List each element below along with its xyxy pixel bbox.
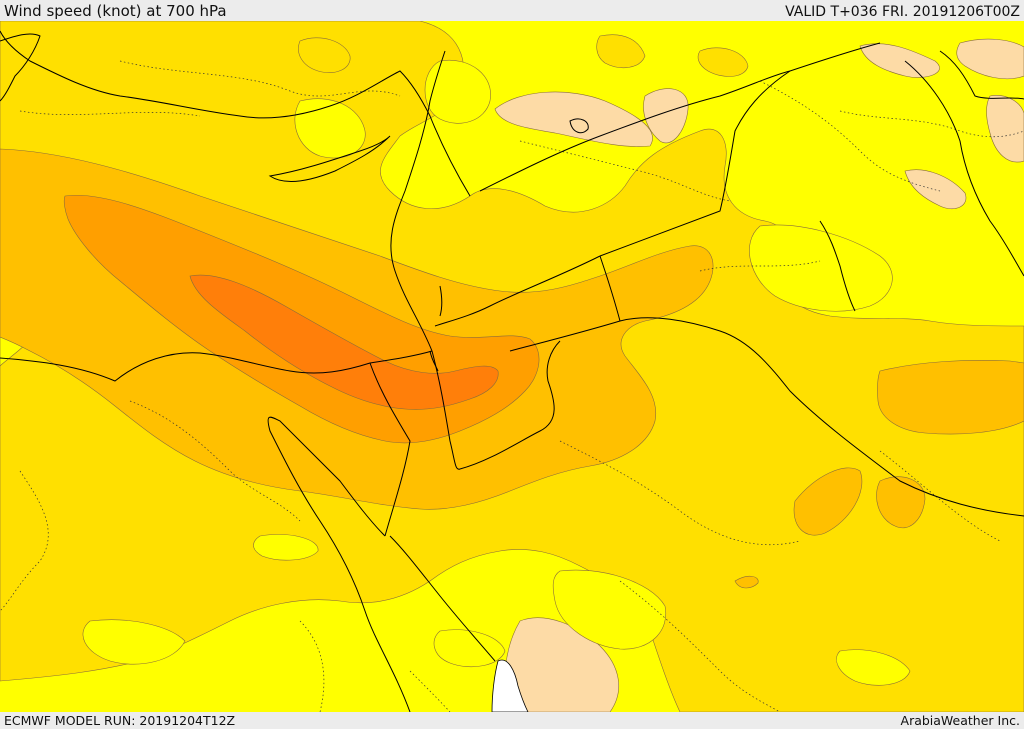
credit-label: ArabiaWeather Inc.: [900, 713, 1020, 728]
model-run-label: ECMWF MODEL RUN: 20191204T12Z: [4, 713, 236, 728]
admin-boundaries: [0, 60, 1024, 712]
field-high: [189, 274, 499, 410]
country-borders: [0, 30, 1024, 712]
wind-speed-map: [0, 21, 1024, 712]
field-low-islands: [0, 59, 911, 686]
map-title: Wind speed (knot) at 700 hPa: [4, 2, 227, 20]
valid-time: VALID T+036 FRI. 20191206T00Z: [785, 4, 1020, 20]
red-sea-water: [491, 659, 529, 712]
map-header: Wind speed (knot) at 700 hPa VALID T+036…: [0, 0, 1024, 21]
map-footer: ECMWF MODEL RUN: 20191204T12Z ArabiaWeat…: [0, 712, 1024, 729]
